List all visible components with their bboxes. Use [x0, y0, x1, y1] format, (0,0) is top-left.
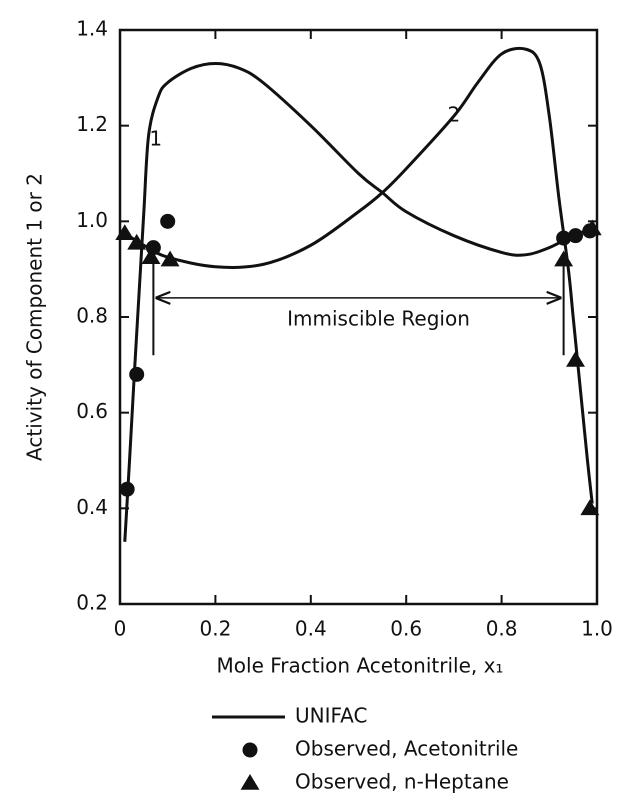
point [556, 230, 572, 246]
y-tick-label: 0.8 [76, 304, 108, 328]
x-tick-label: 0.6 [390, 617, 422, 641]
point [566, 351, 585, 367]
point [115, 224, 135, 241]
legend-marker [240, 774, 260, 790]
point [582, 219, 602, 236]
x-tick-label: 0.2 [199, 617, 231, 641]
x-tick-label: 0 [114, 617, 127, 641]
y-tick-label: 0.6 [76, 399, 108, 423]
y-tick-label: 0.2 [76, 591, 108, 615]
point [160, 250, 180, 267]
curve-label: 1 [149, 127, 162, 151]
point [160, 213, 176, 229]
point [127, 233, 147, 250]
legend-label: Observed, Acetonitrile [295, 737, 518, 761]
x-axis-label: Mole Fraction Acetonitrile, x₁ [217, 654, 504, 678]
curve [123, 61, 593, 542]
point [129, 366, 145, 382]
curve-label: 2 [448, 103, 461, 127]
y-tick-label: 1.0 [76, 208, 108, 232]
legend-label: Observed, n-Heptane [295, 770, 509, 794]
point [568, 228, 584, 244]
x-tick-label: 0.4 [295, 617, 327, 641]
y-tick-label: 1.4 [76, 17, 108, 41]
y-tick-label: 1.2 [76, 112, 108, 136]
x-tick-label: 0.8 [486, 617, 518, 641]
point [141, 248, 161, 264]
point [580, 499, 600, 516]
legend-label: UNIFAC [295, 704, 367, 728]
point [119, 481, 135, 497]
annotation: Immiscible Region [287, 306, 470, 330]
y-axis-label: Activity of Component 1 or 2 [23, 173, 47, 461]
y-tick-label: 0.4 [76, 495, 108, 519]
legend-marker [242, 742, 258, 758]
curve [123, 46, 594, 504]
x-tick-label: 1.0 [581, 617, 613, 641]
